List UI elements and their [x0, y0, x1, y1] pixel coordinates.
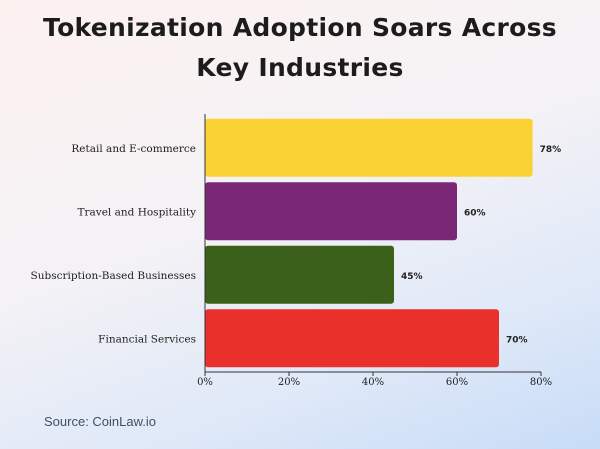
- category-label: Travel and Hospitality: [78, 206, 197, 218]
- category-label: Retail and E-commerce: [71, 143, 196, 155]
- source-note: Source: CoinLaw.io: [44, 414, 157, 429]
- chart-title: Tokenization Adoption Soars Across Key I…: [43, 13, 557, 82]
- value-label: 60%: [464, 208, 486, 218]
- category-label: Subscription-Based Businesses: [31, 270, 196, 282]
- bar: [205, 309, 499, 368]
- x-tick-label: 0%: [197, 377, 213, 388]
- x-tick-label: 40%: [362, 377, 384, 388]
- value-label: 78%: [540, 145, 562, 155]
- bar: [205, 182, 457, 241]
- bar: [205, 118, 533, 177]
- value-label: 45%: [401, 272, 423, 282]
- x-tick-label: 60%: [446, 377, 468, 388]
- value-label: 70%: [506, 335, 528, 345]
- bar: [205, 245, 394, 304]
- x-tick-label: 20%: [278, 377, 300, 388]
- x-tick-label: 80%: [530, 377, 552, 388]
- category-label: Financial Services: [98, 333, 196, 345]
